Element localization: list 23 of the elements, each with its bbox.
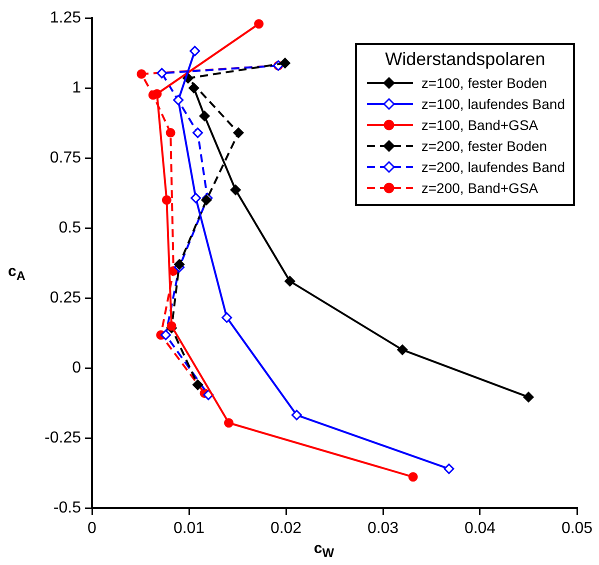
legend-label: z=200, Band+GSA — [421, 180, 538, 196]
y-axis-title: c$_{A}$ — [8, 263, 26, 283]
y-tick-label: 0.25 — [50, 289, 82, 306]
legend-label: z=200, fester Boden — [421, 138, 548, 154]
legend-label: z=100, Band+GSA — [421, 116, 538, 132]
x-axis-title: c$_{W}$ — [314, 540, 334, 560]
x-tick-label: 0 — [88, 520, 97, 538]
legend-label: z=200, laufendes Band — [421, 158, 565, 174]
y-tick-label: 1 — [72, 79, 82, 96]
y-tick-label: -0.5 — [53, 499, 82, 516]
y-tick-label: 0.5 — [58, 219, 82, 236]
y-tick-label: 0.75 — [50, 149, 82, 166]
y-tick-label: -0.25 — [44, 429, 82, 446]
y-tick-label: 0 — [72, 359, 82, 376]
x-tick-label: 0.04 — [464, 520, 496, 538]
y-tick-label: 1.25 — [50, 9, 82, 26]
x-tick-label: 0.03 — [367, 520, 399, 538]
x-tick-label: 0.01 — [173, 520, 205, 538]
x-tick-label: 0.05 — [561, 520, 593, 538]
legend-label: z=100, fester Boden — [421, 74, 548, 90]
x-tick-label: 0.02 — [270, 520, 302, 538]
legend-label: z=100, laufendes Band — [421, 96, 565, 112]
legend-title: Widerstandspolaren — [384, 49, 546, 70]
